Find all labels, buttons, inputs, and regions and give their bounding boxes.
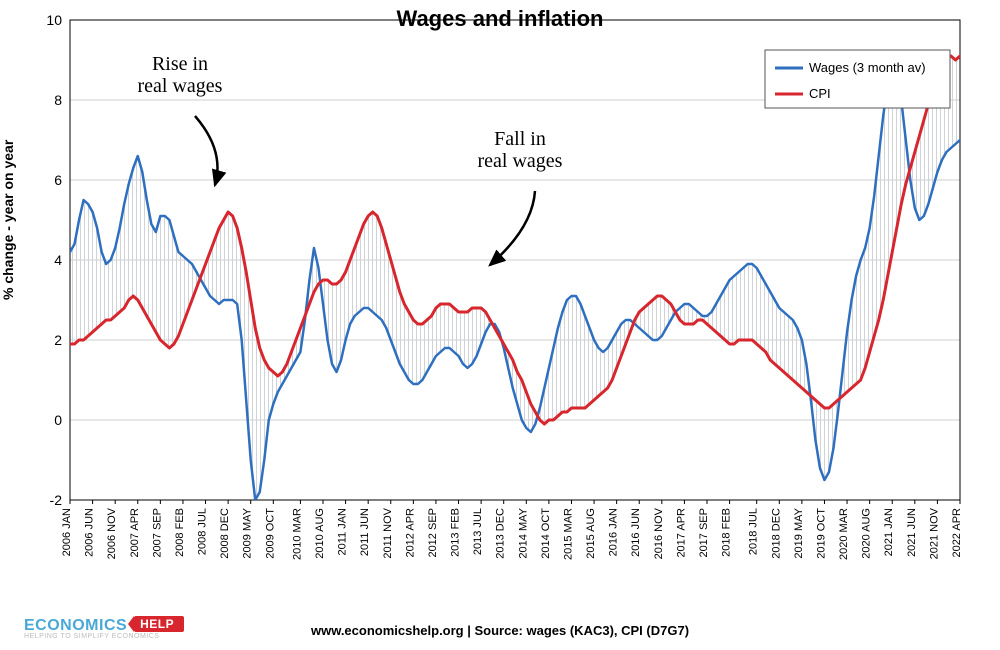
svg-text:2009 OCT: 2009 OCT: [264, 508, 276, 559]
svg-text:2012 APR: 2012 APR: [404, 508, 416, 558]
svg-text:2019 MAY: 2019 MAY: [793, 507, 805, 558]
fill-between: [70, 56, 960, 500]
logo-sub: HELPING TO SIMPLIFY ECONOMICS: [24, 633, 184, 640]
svg-text:2013 FEB: 2013 FEB: [450, 508, 462, 557]
svg-text:2015 MAR: 2015 MAR: [562, 508, 574, 560]
svg-text:2019 OCT: 2019 OCT: [815, 508, 827, 559]
svg-text:0: 0: [54, 412, 62, 428]
svg-text:2006 NOV: 2006 NOV: [106, 507, 118, 559]
svg-text:2016 JUN: 2016 JUN: [630, 508, 642, 557]
svg-text:-2: -2: [50, 492, 63, 508]
svg-text:2013 DEC: 2013 DEC: [495, 508, 507, 559]
svg-text:2014 OCT: 2014 OCT: [540, 508, 552, 559]
svg-text:2008 FEB: 2008 FEB: [174, 508, 186, 557]
chart-container: Wages and inflation % change - year on y…: [0, 0, 1000, 650]
svg-text:2011 NOV: 2011 NOV: [382, 507, 394, 558]
svg-text:2015 AUG: 2015 AUG: [585, 508, 597, 559]
svg-text:2007 APR: 2007 APR: [129, 508, 141, 558]
svg-text:2009 MAY: 2009 MAY: [242, 507, 254, 558]
svg-text:2008 JUL: 2008 JUL: [197, 508, 209, 555]
svg-text:2018 DEC: 2018 DEC: [770, 508, 782, 559]
svg-text:2008 DEC: 2008 DEC: [219, 508, 231, 559]
svg-text:Wages (3 month av): Wages (3 month av): [809, 60, 926, 75]
svg-text:2011 JAN: 2011 JAN: [337, 508, 349, 556]
svg-text:2016 JAN: 2016 JAN: [608, 508, 620, 556]
svg-text:2018 FEB: 2018 FEB: [721, 508, 733, 557]
svg-text:2017 APR: 2017 APR: [675, 508, 687, 558]
svg-text:2006 JUN: 2006 JUN: [84, 508, 96, 557]
svg-text:4: 4: [54, 252, 62, 268]
svg-text:8: 8: [54, 92, 62, 108]
svg-text:2021 NOV: 2021 NOV: [928, 507, 940, 559]
svg-text:2010 AUG: 2010 AUG: [314, 508, 326, 559]
svg-text:CPI: CPI: [809, 86, 831, 101]
svg-text:6: 6: [54, 172, 62, 188]
svg-text:2012 SEP: 2012 SEP: [427, 508, 439, 558]
brand-logo: ECONOMICS HELP HELPING TO SIMPLIFY ECONO…: [24, 616, 184, 640]
svg-text:10: 10: [46, 12, 62, 28]
svg-text:2018 JUL: 2018 JUL: [748, 508, 760, 555]
svg-text:2011 JUN: 2011 JUN: [359, 508, 371, 556]
annotations: Rise inreal wagesFall inreal wages: [138, 53, 563, 265]
svg-text:2022 APR: 2022 APR: [951, 508, 963, 558]
svg-text:Rise in: Rise in: [152, 53, 208, 75]
svg-text:2006 JAN: 2006 JAN: [61, 508, 73, 556]
svg-text:real wages: real wages: [478, 150, 563, 172]
plot-svg: -2 0 2 4 6 8 10 2006 JAN 2006 JUN 2006 NOV 2007 AP…: [0, 0, 1000, 590]
svg-text:2013 JUL: 2013 JUL: [472, 508, 484, 555]
svg-text:2: 2: [54, 332, 62, 348]
logo-tag: HELP: [134, 616, 184, 632]
svg-text:2021 JAN: 2021 JAN: [883, 508, 895, 556]
svg-text:real wages: real wages: [138, 75, 223, 97]
svg-text:2020 MAR: 2020 MAR: [838, 508, 850, 560]
svg-text:2017 SEP: 2017 SEP: [698, 508, 710, 558]
logo-main: ECONOMICS: [24, 617, 127, 634]
svg-text:2016 NOV: 2016 NOV: [653, 507, 665, 559]
svg-text:2010 MAR: 2010 MAR: [291, 508, 303, 560]
legend: Wages (3 month av) CPI: [765, 50, 950, 108]
svg-text:2020 AUG: 2020 AUG: [861, 508, 873, 559]
svg-text:2021 JUN: 2021 JUN: [906, 508, 918, 557]
svg-text:2007 SEP: 2007 SEP: [151, 508, 163, 558]
svg-text:Fall in: Fall in: [494, 128, 546, 150]
svg-text:2014 MAY: 2014 MAY: [517, 507, 529, 558]
